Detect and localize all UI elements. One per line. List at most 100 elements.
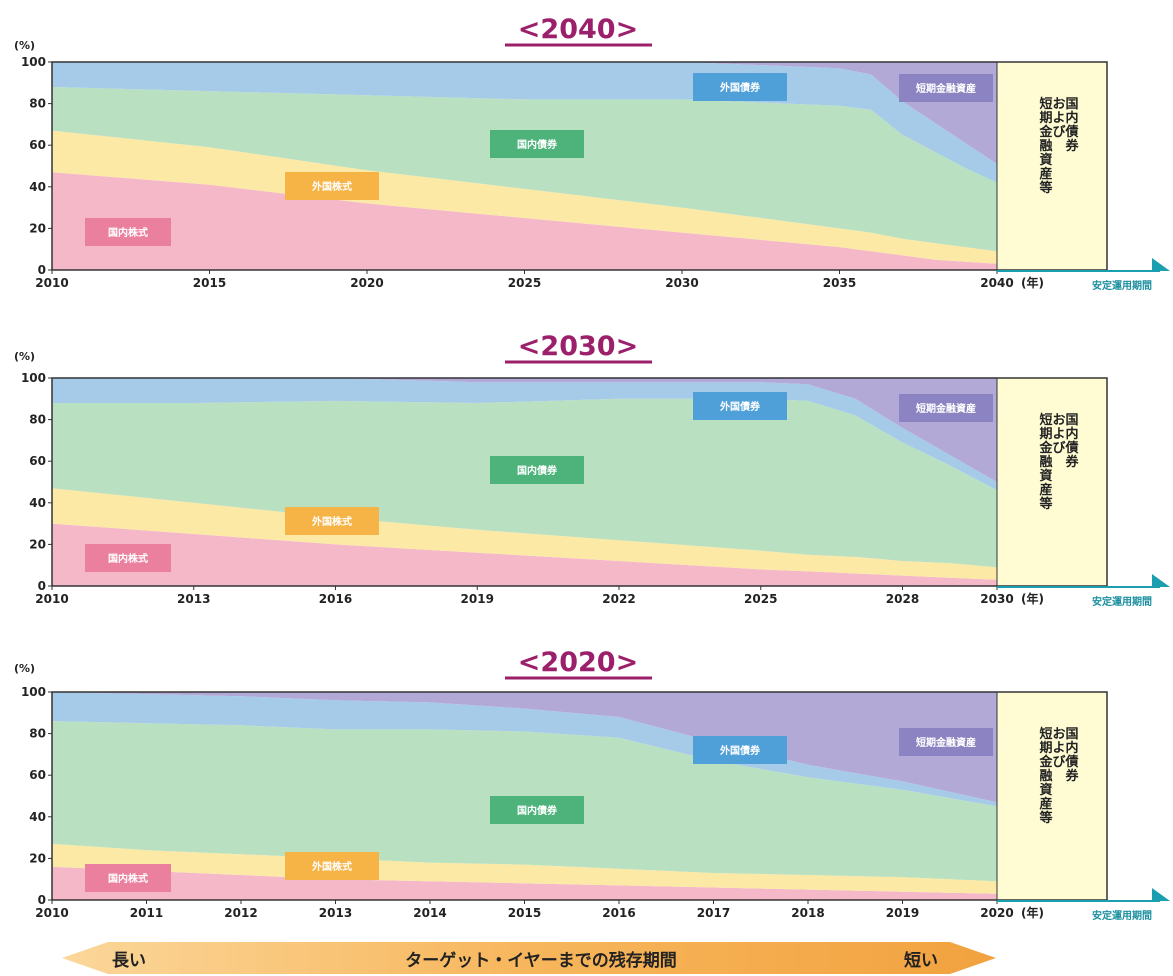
stable-box-char: 資 [1039, 468, 1052, 484]
series-label: 外国株式 [311, 515, 352, 528]
series-label: 外国債券 [719, 744, 761, 757]
series-label: 短期金融資産 [916, 82, 976, 95]
stable-period-box [997, 378, 1107, 586]
y-tick-label: 40 [29, 810, 46, 824]
panel-title: <2040> [518, 14, 638, 45]
x-tick-label: 2020 [350, 276, 383, 290]
series-label: 外国債券 [719, 81, 761, 94]
stable-box-char: 債 [1064, 124, 1078, 140]
stable-box-char: び [1052, 441, 1066, 456]
x-axis-unit: (年) [1021, 275, 1044, 290]
x-tick-label: 2010 [35, 592, 68, 606]
series-label-box [693, 392, 787, 420]
stable-box-char: び [1052, 125, 1066, 140]
stable-box-char: よ [1052, 741, 1065, 756]
x-tick-label: 2030 [980, 592, 1013, 606]
area-series-0 [52, 866, 997, 900]
stable-box-char: 金 [1038, 124, 1053, 140]
area-series-4 [52, 378, 997, 482]
plot-frame [51, 61, 1108, 271]
stable-box-char: 期 [1039, 427, 1052, 442]
x-tick-label: 2016 [319, 592, 352, 606]
series-label: 外国債券 [719, 400, 761, 413]
stable-box-char: 融 [1039, 768, 1052, 784]
x-tick-label: 2013 [319, 906, 352, 920]
stable-box-char: 等 [1038, 496, 1052, 512]
stable-box-char: 融 [1039, 454, 1052, 470]
stable-box-char: 債 [1064, 754, 1078, 770]
x-tick-label: 2030 [665, 276, 698, 290]
y-tick-label: 100 [21, 371, 46, 385]
series-label: 国内株式 [108, 552, 148, 565]
area-series-2 [52, 87, 997, 252]
stable-box-char: 金 [1038, 440, 1053, 456]
stable-box-char: 券 [1064, 768, 1079, 784]
x-tick-label: 2035 [823, 276, 856, 290]
series-label: 短期金融資産 [916, 402, 976, 415]
stable-box-char: 券 [1064, 454, 1079, 470]
y-axis-unit: (%) [14, 662, 35, 675]
stable-box-char: 等 [1038, 180, 1052, 196]
panel-title: <2020> [518, 647, 638, 678]
y-tick-label: 60 [29, 454, 46, 468]
x-tick-label: 2011 [130, 906, 163, 920]
plot-frame [51, 377, 1108, 587]
y-tick-label: 80 [29, 727, 46, 741]
panel-2030: <2030> (%) 国内債券および短期金融資産等020406080100201… [14, 331, 1170, 608]
stable-box-char: 期 [1039, 111, 1052, 126]
x-tick-label: 2025 [508, 276, 541, 290]
x-tick-label: 2040 [980, 276, 1013, 290]
panel-2020: <2020> (%) 国内債券および短期金融資産等020406080100201… [14, 647, 1170, 922]
y-tick-label: 0 [38, 263, 46, 277]
area-series-4 [52, 62, 997, 164]
stable-box-char: 金 [1038, 754, 1053, 770]
series-label-box [285, 852, 379, 880]
area-series-1 [52, 488, 997, 580]
x-tick-label: 2013 [177, 592, 210, 606]
x-tick-label: 2018 [791, 906, 824, 920]
stable-box-char: 産 [1039, 482, 1052, 498]
y-tick-label: 100 [21, 55, 46, 69]
stable-box-char: 券 [1064, 138, 1079, 154]
stable-period-arrowhead [1152, 258, 1170, 271]
y-tick-label: 20 [29, 537, 46, 551]
x-tick-label: 2020 [980, 906, 1013, 920]
series-label: 短期金融資産 [916, 736, 976, 749]
series-label-box [490, 796, 584, 824]
stable-period-arrowhead [1152, 888, 1170, 901]
panel-title: <2030> [518, 331, 638, 362]
y-tick-label: 40 [29, 496, 46, 510]
stable-box-char: 国 [1065, 413, 1078, 428]
x-tick-label: 2019 [461, 592, 494, 606]
stable-box-char: 産 [1039, 166, 1052, 182]
series-label: 国内株式 [108, 872, 148, 885]
y-tick-label: 20 [29, 851, 46, 865]
y-tick-label: 40 [29, 180, 46, 194]
area-series-4 [52, 692, 997, 803]
stable-box-char: 内 [1065, 426, 1078, 442]
plot-frame [51, 691, 1108, 901]
area-series-1 [52, 130, 997, 264]
x-axis-unit: (年) [1021, 591, 1044, 606]
area-series-1 [52, 843, 997, 894]
stable-box-char: 短 [1039, 412, 1052, 428]
stable-box-char: お [1052, 727, 1065, 742]
y-axis-unit: (%) [14, 350, 35, 363]
series-label-box [693, 73, 787, 101]
stable-box-char: お [1052, 97, 1065, 112]
series-label: 国内債券 [517, 464, 558, 477]
stable-box-char: 短 [1039, 96, 1052, 112]
stable-period-label: 安定運用期間 [1092, 909, 1152, 922]
y-tick-label: 80 [29, 97, 46, 111]
series-label-box [693, 736, 787, 764]
y-tick-label: 60 [29, 768, 46, 782]
series-label: 国内債券 [517, 804, 558, 817]
x-tick-label: 2015 [193, 276, 226, 290]
x-tick-label: 2017 [697, 906, 730, 920]
stable-box-char: 国 [1065, 727, 1078, 742]
stable-period-box [997, 62, 1107, 270]
stable-box-char: 期 [1039, 741, 1052, 756]
x-tick-label: 2015 [508, 906, 541, 920]
